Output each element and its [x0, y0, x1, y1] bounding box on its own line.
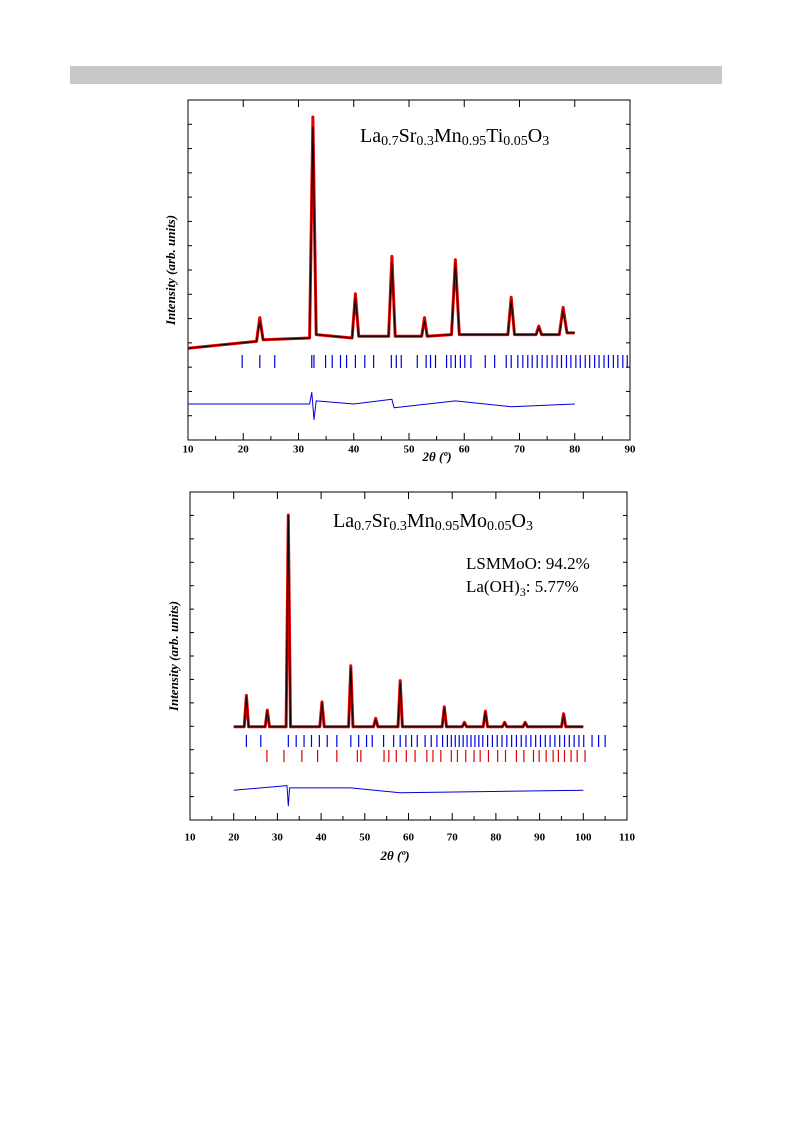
x-tick-label: 30 — [272, 832, 284, 844]
x-tick-label: 80 — [569, 444, 581, 456]
x-tick-label: 80 — [490, 832, 502, 844]
x-axis-label: 2θ (º) — [379, 848, 409, 863]
profile-line — [233, 515, 584, 728]
profile-line — [188, 126, 575, 349]
x-tick-label: 60 — [459, 444, 471, 456]
profile-line — [233, 785, 584, 807]
x-tick-label: 20 — [228, 832, 240, 844]
x-tick-label: 20 — [238, 444, 250, 456]
annotation: La(OH)3: 5.77% — [466, 577, 579, 599]
y-axis-label: Intensity (arb. units) — [163, 215, 178, 326]
x-tick-label: 90 — [534, 832, 546, 844]
x-tick-label: 40 — [348, 444, 360, 456]
x-tick-label: 50 — [404, 444, 416, 456]
x-tick-label: 10 — [185, 832, 197, 844]
x-tick-label: 110 — [619, 832, 635, 844]
plot-frame — [187, 99, 631, 441]
x-tick-label: 10 — [183, 444, 195, 456]
plot-frame — [189, 491, 628, 821]
header-bar — [70, 66, 722, 84]
x-tick-label: 50 — [359, 832, 371, 844]
x-tick-label: 100 — [575, 832, 592, 844]
annotation: LSMMoO: 94.2% — [466, 554, 590, 573]
x-tick-label: 70 — [447, 832, 459, 844]
x-tick-label: 70 — [514, 444, 526, 456]
x-tick-label: 90 — [625, 444, 637, 456]
chart-title: La0.7Sr0.3Mn0.95Mo0.05O3 — [333, 510, 533, 535]
y-axis-label: Intensity (arb. units) — [166, 601, 181, 712]
x-axis-label: 2θ (º) — [421, 449, 451, 464]
x-tick-label: 60 — [403, 832, 415, 844]
x-tick-label: 40 — [316, 832, 328, 844]
profile-line — [188, 115, 575, 350]
chart-title: La0.7Sr0.3Mn0.95Ti0.05O3 — [360, 125, 549, 150]
profile-line — [188, 391, 575, 421]
x-tick-label: 30 — [293, 444, 305, 456]
